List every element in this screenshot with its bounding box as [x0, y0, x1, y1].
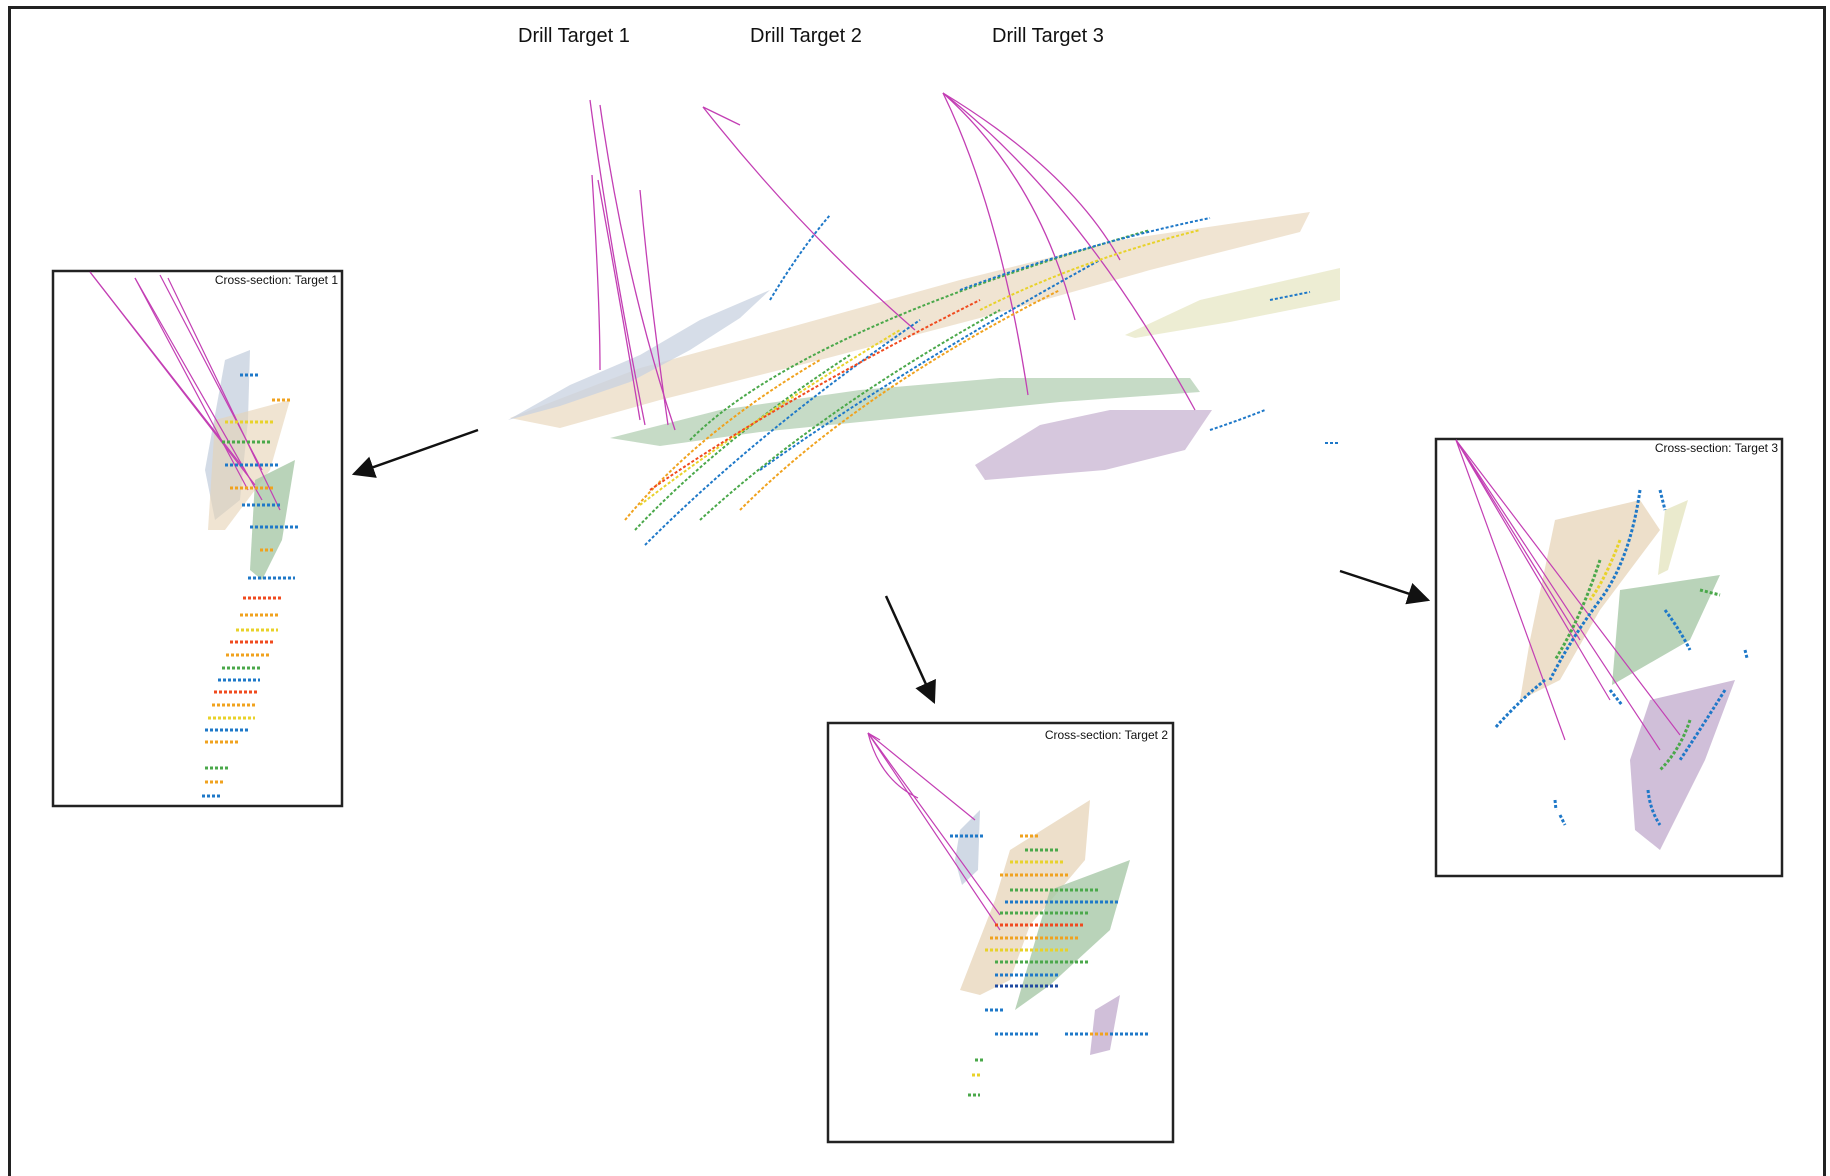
drillholes-target-2: [702, 106, 916, 331]
cross-section-target-3: Cross-section: Target 3: [1434, 437, 1784, 878]
cross-section-2-title: Cross-section: Target 2: [1045, 728, 1168, 742]
ore-body-purple: [975, 410, 1212, 480]
ore-body-green: [1015, 860, 1130, 1010]
arrows: [351, 428, 1431, 705]
assay-traces: [624, 214, 1338, 546]
drillholes-target-1: [589, 99, 676, 431]
cross-section-1-title: Cross-section: Target 1: [215, 273, 338, 287]
ore-body-cream: [1125, 268, 1340, 338]
drillholes: [867, 732, 1001, 931]
ore-body-blue: [508, 290, 770, 420]
cross-section-target-1: Cross-section: Target 1: [51, 269, 344, 808]
arrow-icon: [1339, 569, 1431, 605]
drillholes: [89, 271, 281, 511]
ore-body-purple: [1630, 680, 1735, 850]
drillholes-target-3: [942, 92, 1196, 411]
figure-frame: [8, 6, 1826, 1176]
ore-body-green: [610, 378, 1200, 446]
arrow-icon: [884, 595, 936, 705]
ore-body-green: [1612, 575, 1720, 685]
ore-body-purple: [1090, 995, 1120, 1055]
drillholes: [1455, 439, 1681, 751]
ore-body-cream: [1658, 500, 1688, 575]
drill-target-3-label: Drill Target 3: [992, 25, 1104, 47]
main-3d-model: [508, 92, 1340, 546]
assay-intervals: [1493, 489, 1749, 826]
ore-body-blue: [955, 810, 980, 885]
assay-intervals: [202, 373, 298, 798]
cross-section-3-title: Cross-section: Target 3: [1655, 441, 1778, 455]
ore-body-tan: [208, 400, 290, 530]
drill-target-1-label: Drill Target 1: [518, 25, 630, 47]
assay-intervals: [950, 834, 1150, 1097]
ore-body-tan: [510, 212, 1310, 428]
arrow-icon: [351, 428, 479, 478]
drill-target-2-label: Drill Target 2: [750, 25, 862, 47]
cross-section-target-2: Cross-section: Target 2: [826, 721, 1175, 1144]
